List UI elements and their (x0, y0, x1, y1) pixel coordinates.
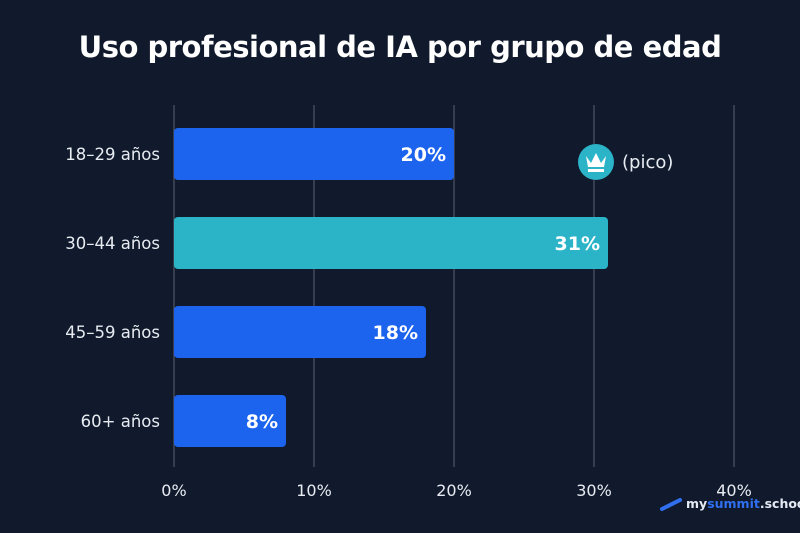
bar (174, 128, 454, 180)
category-label: 45–59 años (65, 323, 160, 342)
category-label: 18–29 años (65, 145, 160, 164)
category-label: 30–44 años (65, 234, 160, 253)
bar (174, 306, 426, 358)
logo: mysummit.school (660, 496, 800, 511)
x-tick-label: 40% (716, 481, 752, 500)
bar (174, 395, 286, 447)
x-tick-label: 10% (296, 481, 332, 500)
x-tick-label: 0% (161, 481, 186, 500)
data-label: 20% (401, 144, 446, 166)
telescope-icon (660, 497, 682, 511)
data-label: 31% (555, 233, 600, 255)
data-label: 8% (246, 411, 278, 433)
crown-icon (578, 144, 614, 180)
bar (174, 217, 608, 269)
chart-title: Uso profesional de IA por grupo de edad (78, 30, 722, 64)
x-tick-label: 20% (436, 481, 472, 500)
annotation-label: (pico) (622, 152, 673, 173)
category-label: 60+ años (81, 412, 160, 431)
x-tick-label: 30% (576, 481, 612, 500)
data-label: 18% (373, 322, 418, 344)
